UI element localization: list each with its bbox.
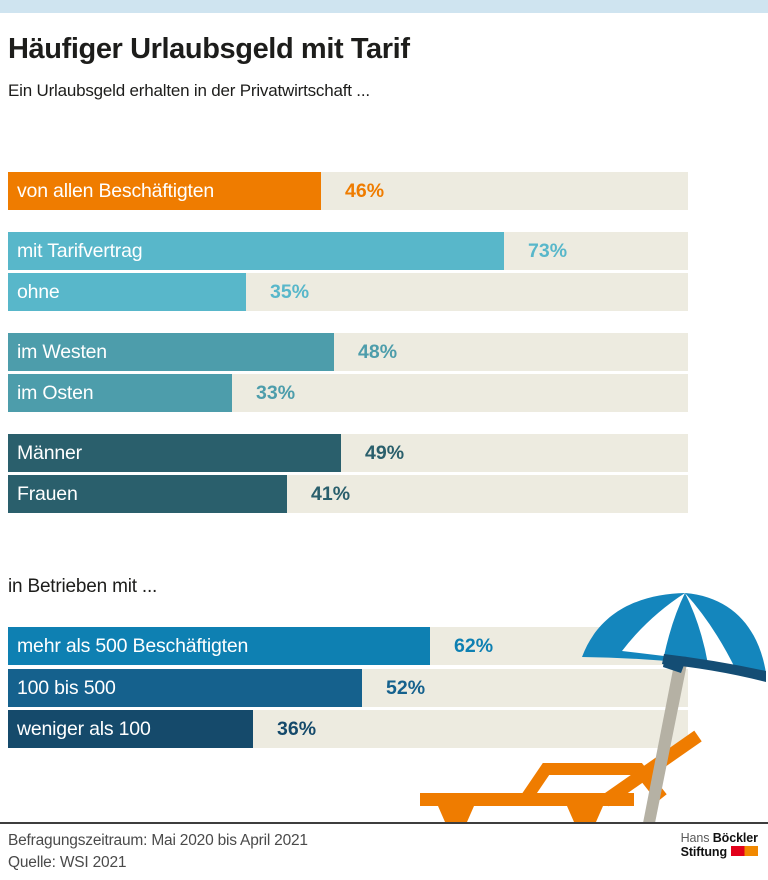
bar-row: ohne 35% <box>8 273 688 311</box>
section-heading: in Betrieben mit ... <box>8 576 158 597</box>
top-accent-strip <box>0 0 768 13</box>
hans-boeckler-stiftung-logo: Hans Böckler Stiftung <box>681 831 758 859</box>
bar-fill: weniger als 100 <box>8 710 253 748</box>
bar-value: 62% <box>454 635 494 657</box>
logo-line2: Stiftung <box>681 845 758 859</box>
logo-line1: Hans Böckler <box>680 831 758 845</box>
bar-fill: mehr als 500 Beschäftigten <box>8 627 430 665</box>
bar-row: 100 bis 500 52% <box>8 668 688 707</box>
bar-value: 52% <box>386 676 426 699</box>
bar-row: Männer 49% <box>8 433 688 472</box>
bar-row: mehr als 500 Beschäftigten 62% <box>8 627 688 665</box>
bar-value: 33% <box>256 382 296 404</box>
bar-value: 41% <box>311 483 351 505</box>
footer-divider <box>0 822 768 824</box>
bar-row: Frauen 41% <box>8 475 688 513</box>
beach-lounger-icon <box>420 730 702 822</box>
bar-fill: im Osten <box>8 374 232 412</box>
bar-label: im Osten <box>17 382 94 404</box>
bar-row: mit Tarifvertrag 73% <box>8 231 688 270</box>
bar-value: 46% <box>345 180 385 202</box>
bar-label: ohne <box>17 281 60 303</box>
bar-value: 73% <box>528 239 568 262</box>
bar-row: im Westen 48% <box>8 332 688 371</box>
source-note: Quelle: WSI 2021 <box>8 854 127 871</box>
bar-fill: mit Tarifvertrag <box>8 231 504 270</box>
bar-row: im Osten 33% <box>8 374 688 412</box>
bar-label: weniger als 100 <box>17 718 151 740</box>
bar-value: 49% <box>365 441 405 464</box>
chart-subtitle: Ein Urlaubsgeld erhalten in der Privatwi… <box>8 81 370 100</box>
bar-fill: Männer <box>8 433 341 472</box>
logo-flag-icon <box>731 846 758 856</box>
bar-fill: von allen Beschäftigten <box>8 172 321 210</box>
bar-fill: Frauen <box>8 475 287 513</box>
bar-row: weniger als 100 36% <box>8 710 688 748</box>
survey-period-note: Befragungszeitraum: Mai 2020 bis April 2… <box>8 832 308 849</box>
bar-label: im Westen <box>17 340 107 363</box>
bar-fill: ohne <box>8 273 246 311</box>
chart-title: Häufiger Urlaubsgeld mit Tarif <box>8 33 410 65</box>
bar-row: von allen Beschäftigten 46% <box>8 172 688 210</box>
bar-label: mehr als 500 Beschäftigten <box>17 635 249 657</box>
bar-fill: im Westen <box>8 332 334 371</box>
bar-value: 35% <box>270 281 310 303</box>
bar-label: Männer <box>17 441 82 464</box>
bar-value: 48% <box>358 340 398 363</box>
bar-fill: 100 bis 500 <box>8 668 362 707</box>
bar-label: Frauen <box>17 483 78 505</box>
bar-label: von allen Beschäftigten <box>17 180 215 202</box>
bar-label: mit Tarifvertrag <box>17 239 143 262</box>
bar-label: 100 bis 500 <box>17 676 116 699</box>
bar-value: 36% <box>277 718 317 740</box>
